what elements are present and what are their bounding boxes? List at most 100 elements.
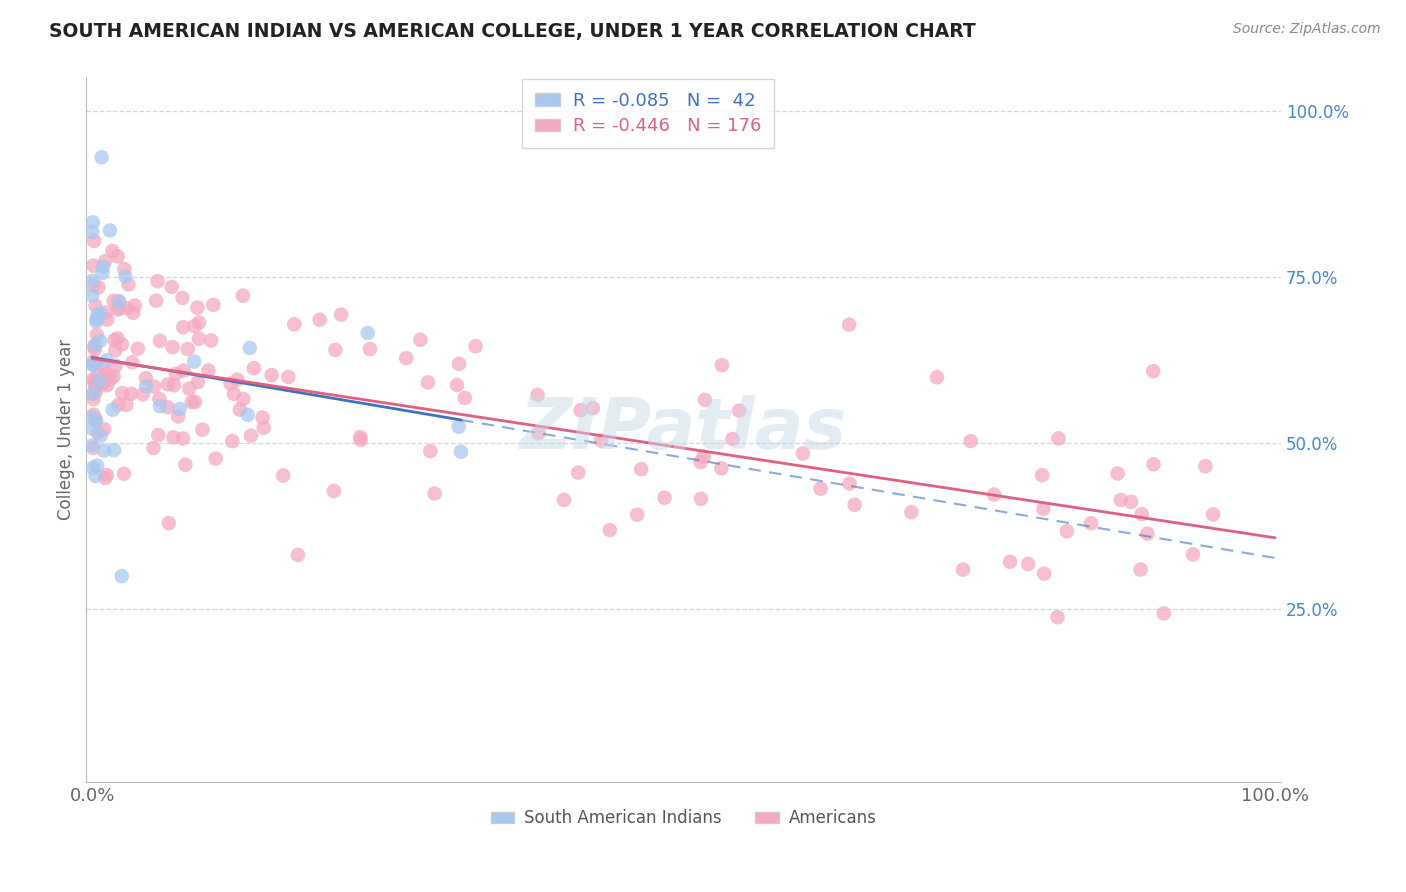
- Point: [94, 368, 117, 382]
- Point: [630, 462, 652, 476]
- Point: [186, 301, 208, 315]
- Point: [112, 262, 135, 277]
- Point: [96, 312, 118, 326]
- Point: [446, 378, 468, 392]
- Point: [122, 306, 145, 320]
- Point: [221, 434, 243, 449]
- Point: [103, 369, 125, 384]
- Point: [959, 434, 981, 448]
- Point: [243, 361, 266, 376]
- Point: [183, 319, 205, 334]
- Point: [464, 339, 486, 353]
- Point: [149, 399, 172, 413]
- Point: [222, 386, 245, 401]
- Point: [111, 386, 134, 401]
- Point: [1056, 524, 1078, 539]
- Point: [1142, 458, 1164, 472]
- Point: [1031, 468, 1053, 483]
- Point: [838, 476, 860, 491]
- Point: [117, 277, 139, 292]
- Point: [114, 269, 136, 284]
- Point: [83, 356, 105, 370]
- Point: [838, 318, 860, 332]
- Point: [84, 314, 107, 328]
- Point: [693, 392, 716, 407]
- Point: [1032, 501, 1054, 516]
- Point: [710, 358, 733, 372]
- Point: [82, 259, 104, 273]
- Point: [107, 398, 129, 412]
- Point: [349, 430, 371, 444]
- Point: [308, 312, 330, 326]
- Point: [689, 455, 711, 469]
- Point: [240, 428, 263, 442]
- Point: [105, 331, 128, 345]
- Point: [900, 505, 922, 519]
- Point: [710, 461, 733, 475]
- Point: [1136, 526, 1159, 541]
- Point: [83, 343, 105, 357]
- Point: [121, 355, 143, 369]
- Point: [90, 150, 112, 164]
- Point: [925, 370, 948, 384]
- Point: [86, 308, 108, 322]
- Point: [84, 469, 107, 483]
- Point: [82, 288, 104, 302]
- Point: [107, 249, 129, 263]
- Point: [792, 446, 814, 460]
- Point: [183, 354, 205, 368]
- Point: [82, 278, 104, 293]
- Point: [101, 402, 124, 417]
- Point: [86, 327, 108, 342]
- Point: [599, 523, 621, 537]
- Point: [172, 291, 194, 305]
- Point: [82, 386, 104, 401]
- Point: [156, 400, 179, 414]
- Point: [96, 468, 118, 483]
- Point: [204, 451, 226, 466]
- Point: [82, 274, 104, 288]
- Point: [239, 341, 262, 355]
- Point: [184, 395, 207, 409]
- Point: [82, 215, 104, 229]
- Point: [84, 414, 107, 428]
- Point: [180, 395, 202, 409]
- Point: [454, 391, 477, 405]
- Point: [89, 334, 111, 348]
- Point: [93, 443, 115, 458]
- Point: [173, 363, 195, 377]
- Point: [187, 375, 209, 389]
- Point: [104, 343, 127, 358]
- Point: [107, 294, 129, 309]
- Point: [111, 337, 134, 351]
- Point: [132, 387, 155, 401]
- Point: [103, 333, 125, 347]
- Point: [107, 302, 129, 317]
- Point: [553, 492, 575, 507]
- Point: [728, 403, 751, 417]
- Point: [108, 295, 131, 310]
- Point: [82, 461, 104, 475]
- Text: SOUTH AMERICAN INDIAN VS AMERICAN COLLEGE, UNDER 1 YEAR CORRELATION CHART: SOUTH AMERICAN INDIAN VS AMERICAN COLLEG…: [49, 22, 976, 41]
- Point: [94, 305, 117, 319]
- Point: [200, 334, 222, 348]
- Point: [124, 298, 146, 312]
- Point: [1129, 562, 1152, 576]
- Point: [409, 333, 432, 347]
- Point: [1153, 607, 1175, 621]
- Point: [176, 342, 198, 356]
- Point: [721, 432, 744, 446]
- Point: [693, 450, 716, 464]
- Point: [172, 432, 194, 446]
- Point: [271, 468, 294, 483]
- Point: [1080, 516, 1102, 531]
- Point: [1109, 493, 1132, 508]
- Point: [1202, 508, 1225, 522]
- Point: [952, 563, 974, 577]
- Point: [526, 388, 548, 402]
- Point: [419, 444, 441, 458]
- Point: [188, 315, 211, 329]
- Point: [87, 280, 110, 294]
- Point: [101, 244, 124, 258]
- Point: [229, 402, 252, 417]
